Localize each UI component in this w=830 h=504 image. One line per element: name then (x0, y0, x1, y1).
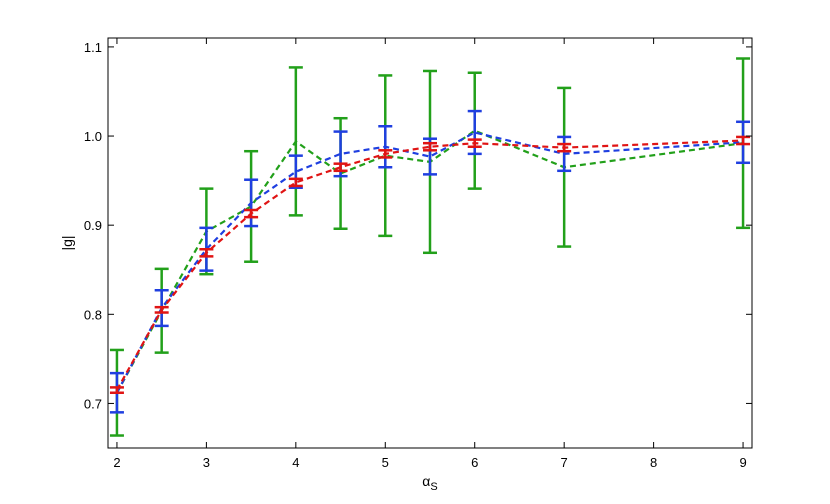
y-tick-label: 0.9 (84, 218, 102, 233)
x-tick-label: 8 (650, 455, 657, 470)
plot-frame (107, 37, 753, 449)
y-tick-label: 0.7 (84, 396, 102, 411)
x-axis-label: αS (422, 473, 437, 493)
x-axis-label-subscript: S (430, 481, 437, 493)
x-axis-label-main: α (422, 473, 430, 489)
series (109, 135, 751, 394)
x-tick-label: 6 (471, 455, 478, 470)
y-tick-label: 0.8 (84, 307, 102, 322)
x-tick-label: 9 (739, 455, 746, 470)
x-tick-label: 2 (113, 455, 120, 470)
y-axis-label: |g| (59, 235, 75, 250)
x-tick-label: 7 (561, 455, 568, 470)
series-line (115, 139, 744, 391)
series-line (115, 131, 744, 394)
series-layer (109, 57, 751, 437)
x-tick-label: 3 (203, 455, 210, 470)
series-line (115, 129, 744, 394)
x-tick-label: 4 (292, 455, 299, 470)
x-tick-label: 5 (382, 455, 389, 470)
tick-layer: 2 3 4 5 6 7 8 9 0.7 0.8 0.9 1.0 1.1 (84, 38, 752, 470)
y-tick-label: 1.1 (84, 40, 102, 55)
y-tick-label: 1.0 (84, 129, 102, 144)
